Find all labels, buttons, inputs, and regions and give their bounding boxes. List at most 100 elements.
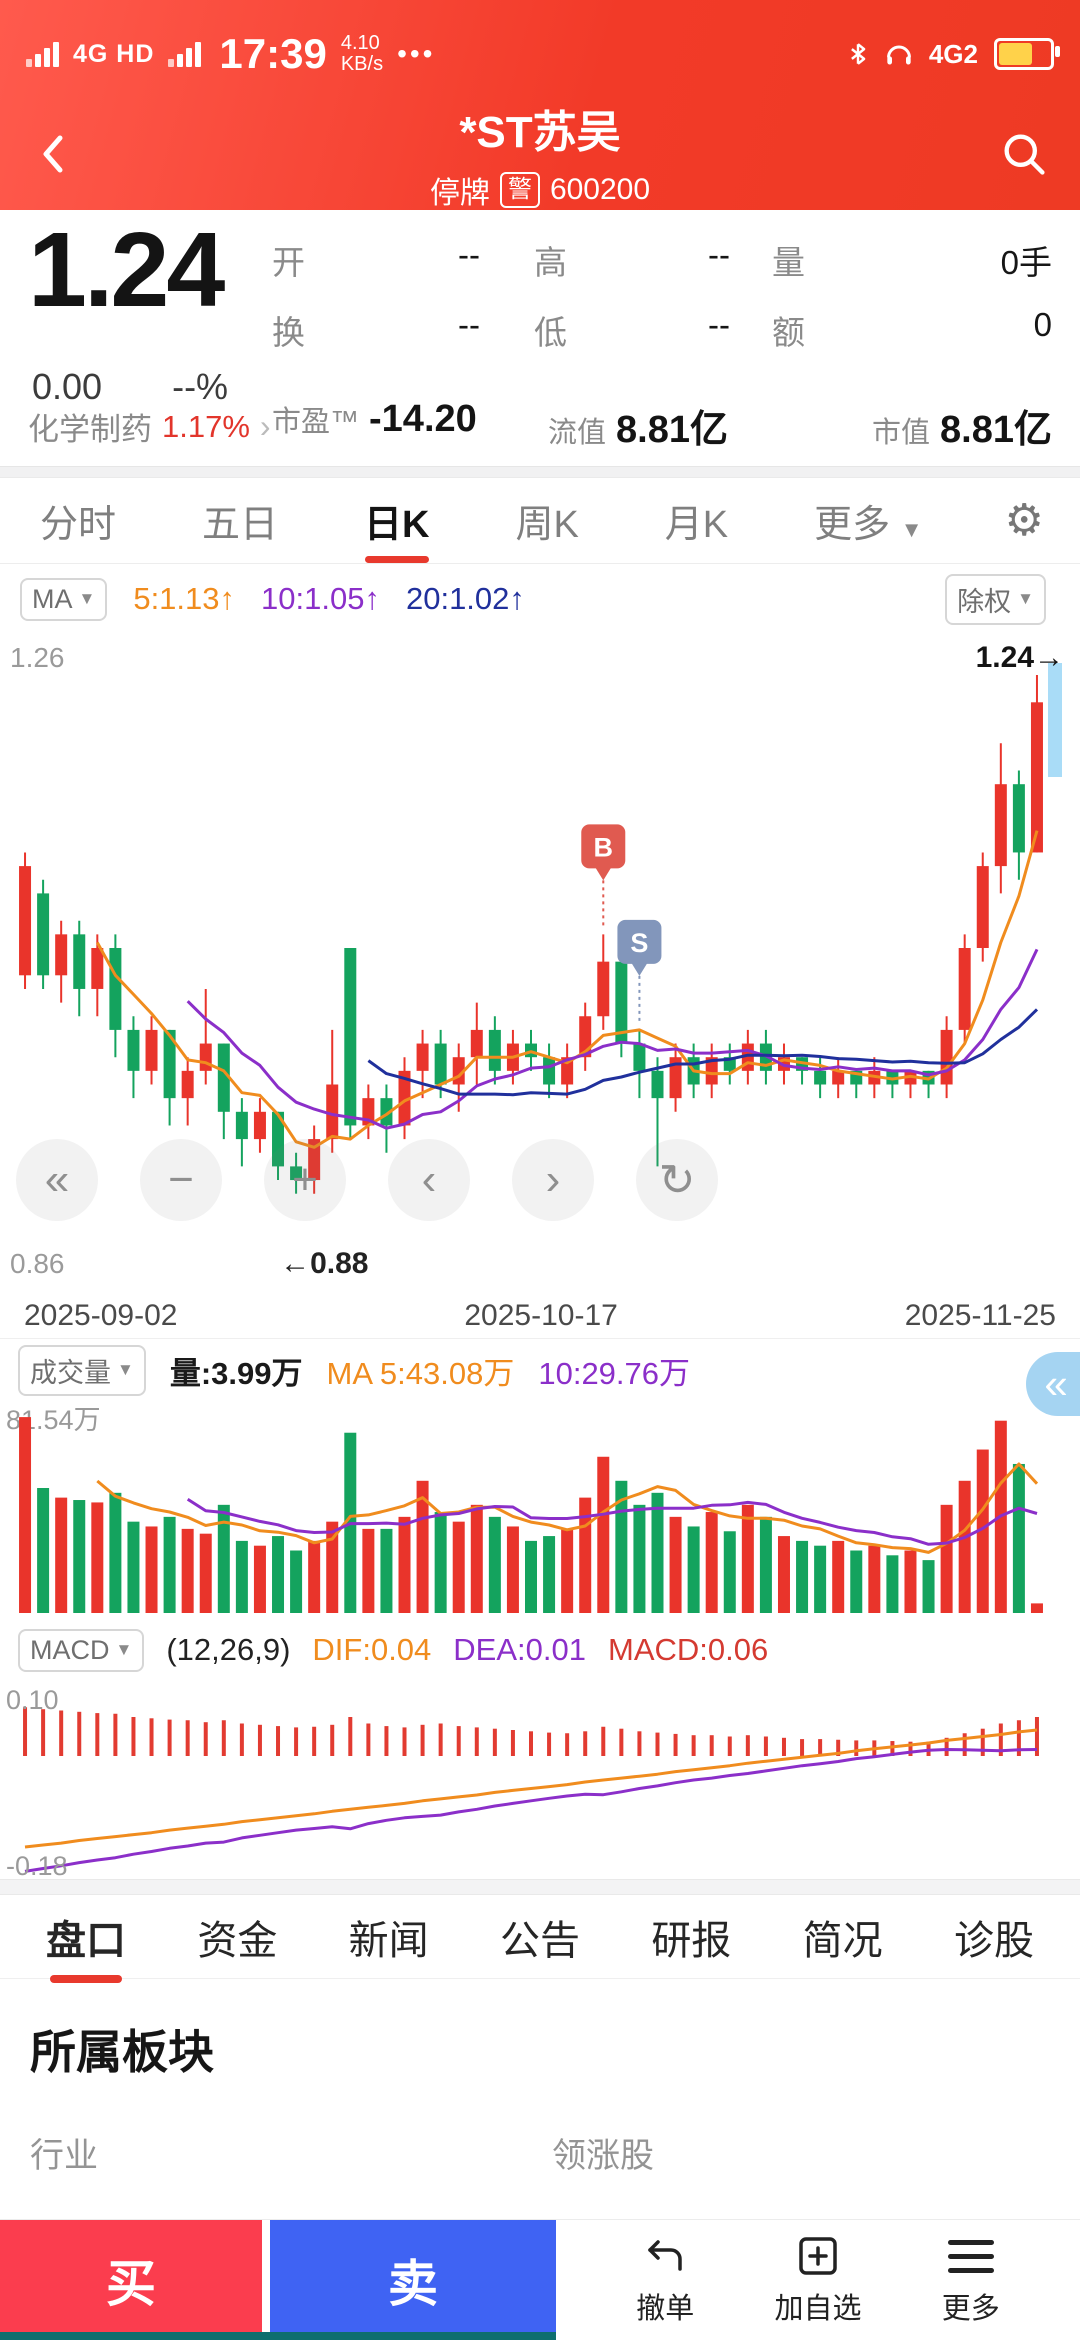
ma5-value: 5:1.13↑ xyxy=(133,581,236,616)
cancel-order-button[interactable]: 撤单 xyxy=(636,2233,694,2327)
kline-chart[interactable]: B S 1.26 1.24→ 0.86 ←0.88 « − + ‹ › ↻ xyxy=(0,633,1080,1293)
chevron-down-icon: ▼ xyxy=(78,589,96,608)
svg-text:1.26: 1.26 xyxy=(10,642,65,673)
action-bar-tools: 撤单 加自选 更多 xyxy=(556,2220,1080,2340)
metric-market-cap: 市值 8.81亿 xyxy=(872,409,1052,451)
rotate-screen-button[interactable]: ↻ xyxy=(636,1139,718,1221)
notification-dots: ••• xyxy=(397,38,436,69)
divider xyxy=(0,466,1080,478)
chart-controls: « − + ‹ › ↻ xyxy=(16,1139,718,1221)
macd-dea: DEA:0.01 xyxy=(453,1632,586,1667)
field-open: 开 -- xyxy=(272,236,480,281)
last-price: 1.24 xyxy=(28,211,225,329)
macd-chart[interactable]: 0.10 -0.18 xyxy=(0,1679,1080,1879)
sector-link[interactable]: 化学制药 1.17% › xyxy=(28,404,271,449)
macd-selector[interactable]: MACD ▼ xyxy=(18,1628,145,1672)
price-change-row: 0.00 --% xyxy=(32,366,228,408)
warning-badge: 警 xyxy=(499,172,540,208)
chevron-down-icon: ▼ xyxy=(117,1360,134,1379)
svg-text:1.24→: 1.24→ xyxy=(976,641,1064,674)
chevron-right-icon: › xyxy=(259,408,271,444)
tab-more[interactable]: 更多 ▼ xyxy=(814,504,923,546)
column-industry: 行业 xyxy=(30,2137,98,2175)
svg-text:0.10: 0.10 xyxy=(6,1685,59,1715)
clock: 17:39 xyxy=(219,30,327,77)
battery-icon xyxy=(994,38,1060,70)
field-high: 高 -- xyxy=(534,236,730,281)
title-bar: *ST苏吴 停牌 警 600200 xyxy=(0,96,1080,212)
metric-pe: 市盈™ -14.20 xyxy=(272,398,477,440)
chart-settings-button[interactable]: ⚙ xyxy=(1004,496,1044,545)
sell-button[interactable]: 卖 xyxy=(270,2220,556,2340)
volume-value: 量:3.99万 xyxy=(169,1355,303,1391)
volume-chart[interactable] xyxy=(0,1401,1080,1621)
bluetooth-icon xyxy=(850,43,866,65)
info-tab-bar: 盘口 资金 新闻 公告 研报 简况 诊股 xyxy=(0,1895,1080,1979)
plus-square-icon xyxy=(799,2237,837,2275)
signal-bars-icon xyxy=(26,41,59,67)
date-mid: 2025-10-17 xyxy=(464,1298,618,1332)
zoom-out-button[interactable]: − xyxy=(140,1139,222,1221)
quote-bottom-row: 化学制药 1.17% › 市盈™ -14.20 流值 8.81亿 市值 8.81… xyxy=(0,392,1080,454)
tab-daily-k[interactable]: 日K xyxy=(360,479,433,562)
svg-text:B: B xyxy=(594,832,614,862)
sector-name: 化学制药 xyxy=(28,412,152,447)
next-button[interactable]: › xyxy=(512,1139,594,1221)
stock-code: 600200 xyxy=(549,173,651,206)
field-turnover-rate: 换 -- xyxy=(272,306,480,351)
chevron-down-icon: ▼ xyxy=(115,1640,133,1659)
more-actions-button[interactable]: 更多 xyxy=(942,2234,1000,2327)
network-speed: 4.10 KB/s xyxy=(340,32,384,75)
adjust-mode-selector[interactable]: 除权 ▼ xyxy=(945,573,1046,625)
ma-selector[interactable]: MA ▼ xyxy=(20,577,108,621)
date-start: 2025-09-02 xyxy=(24,1298,178,1332)
volume-ma5: MA 5:43.08万 xyxy=(326,1355,515,1391)
zoom-in-button[interactable]: + xyxy=(264,1139,346,1221)
chevron-down-icon: ▼ xyxy=(900,517,923,542)
svg-text:-0.18: -0.18 xyxy=(6,1851,68,1879)
tab-order-book[interactable]: 盘口 xyxy=(44,1892,128,1982)
volume-ma10: 10:29.76万 xyxy=(538,1355,691,1391)
divider-band xyxy=(0,1879,1080,1895)
stock-subtitle: 停牌 警 600200 xyxy=(0,168,1080,212)
panel-collapse-handle[interactable]: « xyxy=(1026,1352,1080,1416)
hamburger-icon xyxy=(947,2234,994,2279)
svg-text:←0.88: ←0.88 xyxy=(280,1247,368,1280)
prev-button[interactable]: ‹ xyxy=(388,1139,470,1221)
svg-text:0.86: 0.86 xyxy=(10,1248,65,1279)
quote-panel: 1.24 0.00 --% 开 -- 高 -- 量 0手 换 -- 低 -- 额… xyxy=(0,210,1080,466)
headset-icon xyxy=(886,45,911,65)
back-button[interactable] xyxy=(30,130,74,178)
macd-dif: DIF:0.04 xyxy=(312,1632,432,1667)
action-bar: 买 卖 撤单 加自选 更多 xyxy=(0,2219,1080,2340)
tab-announcements[interactable]: 公告 xyxy=(499,1918,580,1963)
section-title-sectors: 所属板块 xyxy=(30,2026,214,2078)
tab-funds[interactable]: 资金 xyxy=(197,1918,278,1963)
date-axis: 2025-09-02 2025-10-17 2025-11-25 xyxy=(0,1293,1080,1339)
tab-weekly-k[interactable]: 周K xyxy=(515,504,579,546)
price-change-pct: --% xyxy=(172,366,229,407)
tab-profile[interactable]: 简况 xyxy=(802,1918,883,1963)
tab-research[interactable]: 研报 xyxy=(651,1918,732,1963)
tab-news[interactable]: 新闻 xyxy=(348,1918,429,1963)
suspension-label: 停牌 xyxy=(429,177,490,210)
field-low: 低 -- xyxy=(534,306,730,351)
status-bar: 4G HD 17:39 4.10 KB/s ••• 4G2 xyxy=(0,0,1080,96)
date-end: 2025-11-25 xyxy=(904,1298,1056,1332)
rewind-button[interactable]: « xyxy=(16,1139,98,1221)
field-amount: 额 0 xyxy=(772,306,1052,351)
ma20-value: 20:1.02↑ xyxy=(405,581,525,616)
tab-intraday[interactable]: 分时 xyxy=(40,504,117,546)
svg-text:S: S xyxy=(630,928,648,958)
search-button[interactable] xyxy=(998,128,1050,180)
bottom-accent-strip xyxy=(0,2332,556,2340)
buy-button[interactable]: 买 xyxy=(0,2220,262,2340)
stock-name: *ST苏吴 xyxy=(459,108,621,157)
tab-diagnosis[interactable]: 诊股 xyxy=(953,1918,1034,1963)
add-watchlist-button[interactable]: 加自选 xyxy=(774,2233,862,2327)
volume-selector[interactable]: 成交量 ▼ xyxy=(18,1344,146,1396)
tab-5day[interactable]: 五日 xyxy=(202,504,279,546)
tab-monthly-k[interactable]: 月K xyxy=(664,504,729,546)
sim2-network-label: 4G2 xyxy=(928,38,978,69)
